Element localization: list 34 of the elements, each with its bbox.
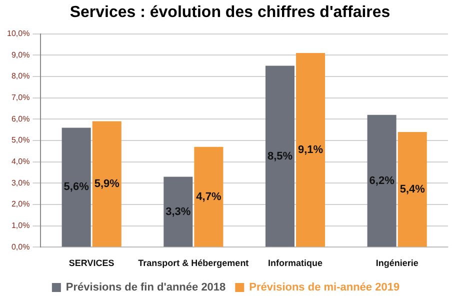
data-label: 8,5% bbox=[267, 150, 293, 162]
x-tick-label: Transport & Hébergement bbox=[138, 258, 249, 268]
bar bbox=[296, 53, 326, 247]
data-label: 9,1% bbox=[298, 144, 324, 156]
bar bbox=[265, 66, 294, 247]
data-label: 3,3% bbox=[166, 206, 191, 218]
data-label: 6,2% bbox=[369, 174, 395, 187]
x-tick-label: Ingénierie bbox=[376, 258, 418, 268]
x-tick-label: Informatique bbox=[268, 258, 323, 268]
data-label: 5,6% bbox=[64, 181, 90, 194]
y-tick-label: 6,0% bbox=[11, 114, 30, 124]
y-tick-label: 7,0% bbox=[11, 93, 30, 102]
y-tick-label: 5,0% bbox=[11, 136, 30, 145]
y-tick-label: 8,0% bbox=[11, 72, 30, 81]
legend-label: Prévisions de fin d'année 2018 bbox=[66, 282, 226, 294]
y-tick-label: 2,0% bbox=[11, 200, 30, 209]
y-tick-label: 10,0% bbox=[6, 29, 30, 38]
bar bbox=[164, 176, 193, 247]
data-label: 4,7% bbox=[196, 190, 222, 203]
data-label: 5,9% bbox=[94, 178, 120, 190]
bar bbox=[92, 121, 122, 247]
chart-title: Services : évolution des chiffres d'affaires bbox=[68, 4, 392, 23]
y-tick-label: 3,0% bbox=[11, 178, 30, 188]
bar bbox=[62, 128, 91, 247]
bar bbox=[367, 114, 396, 247]
y-tick-label: 0,0% bbox=[11, 242, 30, 252]
y-tick-label: 4,0% bbox=[11, 157, 30, 166]
y-tick-label: 9,0% bbox=[11, 50, 30, 60]
data-label: 5,4% bbox=[400, 183, 426, 196]
bar bbox=[194, 146, 224, 247]
legend-label: Prévisions de mi-année 2019 bbox=[249, 282, 400, 294]
y-tick-label: 1,0% bbox=[11, 221, 30, 230]
x-tick-label: SERVICES bbox=[68, 258, 114, 268]
bar bbox=[398, 132, 427, 247]
